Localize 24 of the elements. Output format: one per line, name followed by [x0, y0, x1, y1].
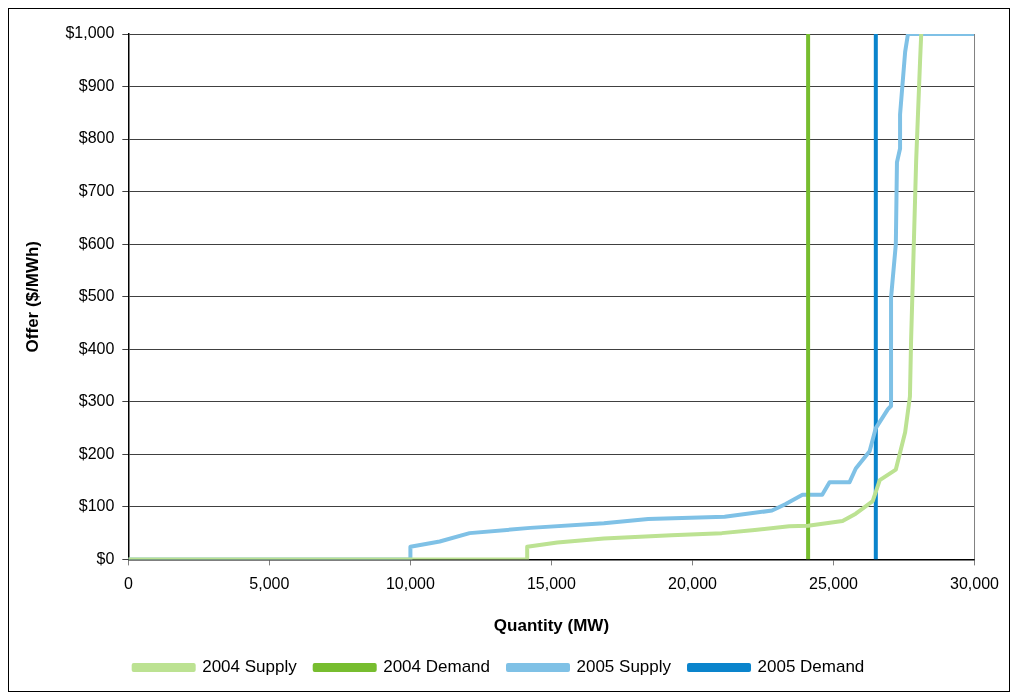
y-tick-label: $800: [78, 129, 115, 147]
legend-label: 2004 Demand: [383, 657, 491, 677]
y-tick-label: $300: [78, 392, 115, 410]
x-tick-label: 10,000: [385, 575, 435, 593]
y-tick-label: $400: [78, 339, 115, 357]
y-tick-label: $500: [78, 287, 115, 305]
x-tick-label: 20,000: [668, 575, 718, 593]
legend-label: 2005 Demand: [757, 657, 865, 677]
x-tick-label: 25,000: [809, 575, 859, 593]
x-tick-label: 30,000: [950, 575, 1000, 593]
y-tick-label: $600: [78, 234, 115, 252]
x-tick-label: 15,000: [526, 575, 576, 593]
x-axis-title: Quantity (MW): [493, 616, 610, 636]
y-tick-label: $1,000: [65, 24, 115, 42]
y-tick-label: $200: [78, 444, 115, 462]
x-tick-label: 5,000: [249, 575, 290, 593]
y-tick-label: $0: [96, 549, 115, 567]
y-tick-label: $900: [78, 76, 115, 94]
y-tick-label: $100: [78, 497, 115, 515]
y-axis-title: Offer ($/MWh): [22, 240, 42, 353]
legend-label: 2005 Supply: [576, 657, 672, 677]
y-tick-label: $700: [78, 182, 115, 200]
legend-label: 2004 Supply: [202, 657, 298, 677]
x-tick-label: 0: [123, 575, 133, 593]
